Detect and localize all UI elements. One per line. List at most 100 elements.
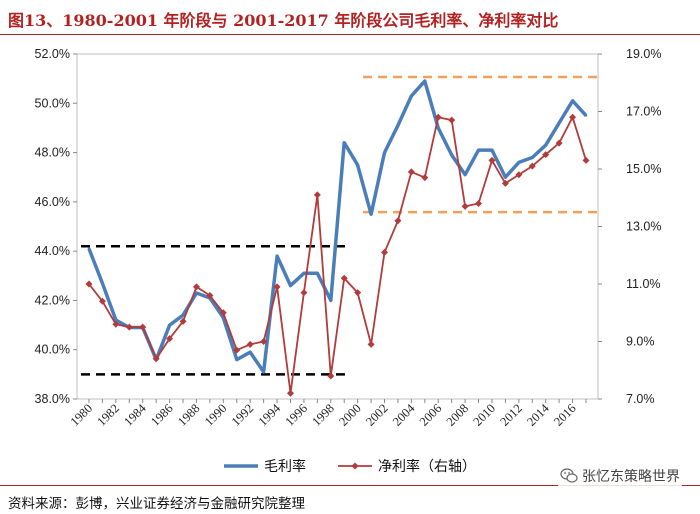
net-margin-point	[219, 309, 227, 317]
gross-margin-point	[289, 284, 292, 287]
x-axis-tick-label: 2014	[524, 401, 552, 429]
gross-margin-point	[450, 153, 453, 157]
gross-margin-point	[181, 314, 185, 317]
net-margin-point	[555, 139, 563, 147]
x-axis-tick-label: 2010	[471, 401, 499, 429]
wechat-icon	[560, 468, 578, 483]
net-margin-point	[98, 297, 106, 305]
gross-margin-point	[544, 143, 547, 147]
gross-margin-point	[396, 124, 400, 127]
gross-margin-point	[571, 99, 574, 103]
x-axis-tick-label: 1998	[309, 401, 337, 429]
net-margin-point	[286, 389, 294, 397]
net-margin-point	[488, 156, 496, 164]
gross-margin-point	[356, 163, 359, 167]
net-margin-point	[448, 116, 456, 124]
net-margin-point	[300, 289, 308, 297]
left-axis-tick-label: 50.0%	[35, 96, 70, 110]
gross-margin-point	[262, 370, 265, 374]
gross-margin-point	[369, 212, 373, 216]
right-axis-tick-label: 17.0%	[626, 105, 661, 119]
chart-title-bar: 图13、1980-2001 年阶段与 2001-2017 年阶段公司毛利率、净利…	[0, 0, 700, 35]
x-axis-tick-label: 1980	[68, 401, 96, 429]
net-margin-point	[246, 340, 254, 348]
net-margin-point	[112, 320, 120, 328]
source-text: 资料来源：彭博，兴业证券经济与金融研究院整理	[8, 496, 305, 512]
x-axis-tick-label: 1990	[202, 401, 230, 429]
legend-net-label: 净利率（右轴）	[378, 458, 476, 475]
chart-area: 38.0% 40.0% 42.0% 44.0% 46.0% 48.0% 50.0% 52.0%…	[35, 47, 662, 475]
gross-margin-point	[87, 247, 91, 250]
net-margin-point	[475, 200, 483, 207]
gross-margin-point	[517, 161, 521, 164]
right-axis-tick-label: 11.0%	[626, 277, 661, 291]
x-axis-tick-label: 1994	[256, 401, 284, 429]
net-margin-point	[354, 289, 362, 297]
gross-margin-point	[329, 299, 332, 302]
net-margin-point	[139, 323, 147, 331]
x-axis-tick-label: 1984	[121, 401, 149, 429]
net-margin-point	[461, 202, 469, 210]
gross-margin-point	[410, 94, 413, 98]
gross-margin-point	[463, 173, 467, 176]
net-margin-point	[206, 292, 214, 299]
gross-margin-point	[343, 141, 346, 144]
net-margin-point	[515, 171, 523, 179]
x-axis-tick-label: 1982	[94, 401, 122, 429]
net-margin-point	[327, 372, 335, 380]
x-axis-tick-label: 2000	[336, 401, 364, 429]
gross-margin-point	[101, 281, 104, 285]
watermark: 张忆东策略世界	[558, 466, 682, 486]
x-axis-tick-label: 2004	[390, 401, 418, 429]
right-axis-tick-label: 19.0%	[626, 47, 661, 61]
net-margin-point	[407, 168, 415, 176]
gross-margin-point	[504, 176, 507, 179]
gross-margin-point	[302, 272, 306, 275]
left-axis-tick-label: 40.0%	[35, 343, 70, 357]
net-margin-point	[340, 274, 348, 282]
left-axis-tick-label: 48.0%	[35, 146, 70, 160]
net-margin-point	[233, 346, 241, 354]
net-margin-point	[152, 355, 160, 363]
net-margin-point	[582, 156, 590, 164]
net-margin-point	[501, 179, 509, 187]
right-axis-tick-label: 13.0%	[626, 220, 661, 234]
gross-margin-point	[557, 121, 561, 125]
x-axis-tick-label: 1996	[282, 401, 310, 429]
net-margin-point	[394, 217, 402, 225]
gross-margin-point	[168, 323, 171, 327]
left-axis-tick-label: 42.0%	[35, 293, 70, 307]
net-margin-point	[260, 338, 268, 345]
gross-margin-point	[114, 318, 118, 322]
gross-margin-point	[490, 148, 494, 152]
x-axis-tick-label: 1992	[229, 401, 257, 429]
legend-gross-label: 毛利率	[264, 458, 306, 475]
net-margin-point	[542, 151, 550, 159]
legend-net-marker	[351, 462, 359, 470]
source-footer: 资料来源：彭博，兴业证券经济与金融研究院整理	[0, 485, 700, 514]
net-margin-point	[434, 113, 442, 121]
x-axis-tick-label: 2016	[551, 401, 579, 429]
gross-margin-line	[87, 79, 588, 374]
gross-margin-point	[383, 151, 386, 154]
watermark-text: 张忆东策略世界	[582, 469, 680, 485]
x-axis-tick-label: 1988	[175, 401, 203, 429]
gross-margin-point	[275, 254, 279, 258]
gross-margin-point	[248, 350, 252, 354]
net-margin-point	[179, 317, 187, 325]
gross-margin-point	[316, 272, 319, 275]
gross-margin-point	[423, 79, 427, 83]
net-margin-point	[381, 248, 389, 256]
right-axis-tick-label: 9.0%	[626, 335, 655, 349]
gross-margin-point	[477, 148, 480, 152]
net-margin-point	[367, 340, 375, 348]
net-margin-point	[313, 191, 321, 199]
left-axis-tick-label: 44.0%	[35, 244, 70, 258]
x-axis-tick-label: 2006	[417, 401, 445, 429]
net-margin-point	[166, 335, 174, 343]
net-margin-point	[569, 113, 577, 121]
right-axis-tick-label: 15.0%	[626, 162, 661, 176]
x-axis-tick-label: 2002	[363, 401, 391, 429]
x-axis-tick-label: 1986	[148, 401, 176, 429]
x-axis-tick-label: 2008	[444, 401, 472, 429]
